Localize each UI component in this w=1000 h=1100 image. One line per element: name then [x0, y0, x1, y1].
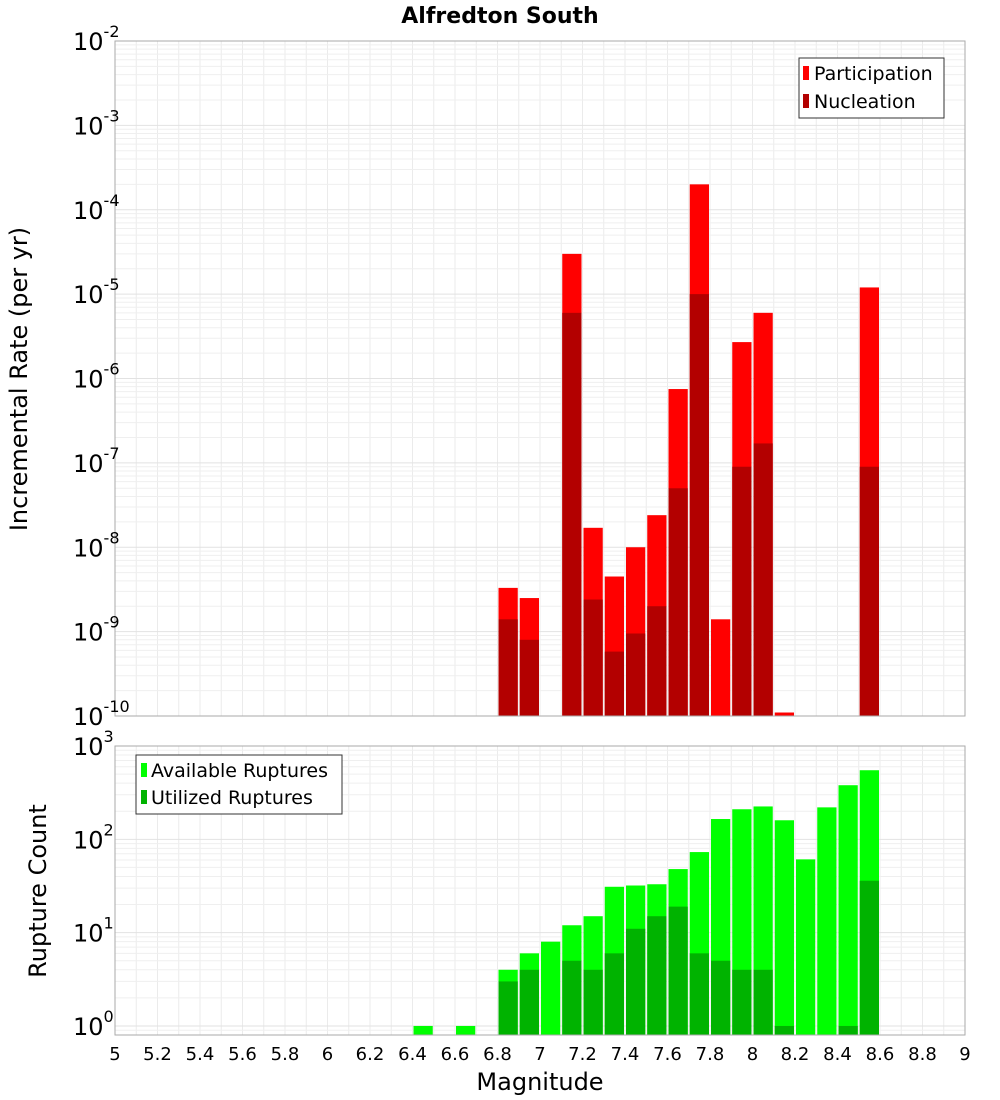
- legend-swatch-participation: [803, 66, 809, 80]
- top-plot-frame: [114, 40, 966, 717]
- bottom-x-ticks: 5 5.2 5.4 5.6 5.8 6 6.2 6.4 6.6 6.8 7 7.2 7.4 7.6 7.8 8…: [109, 1044, 970, 1065]
- count-bar-available-ruptures: [796, 859, 816, 1035]
- x-tick-label: 5: [109, 1044, 120, 1065]
- top-legend: Participation Nucleation: [798, 57, 945, 119]
- top-plot: 10-10 10-9 10-8 10-7 10-6 10-5 10-4 10-3 10-2 In…: [5, 22, 966, 731]
- rate-bar-nucleation: [859, 466, 879, 716]
- legend-swatch-nucleation: [803, 94, 809, 108]
- top-gridlines: [114, 40, 966, 717]
- x-tick-label: 6.8: [483, 1044, 512, 1065]
- x-tick-label: 8: [747, 1044, 758, 1065]
- x-tick-label: 7.4: [611, 1044, 640, 1065]
- count-bar-available-ruptures: [413, 1025, 433, 1035]
- rate-bar-nucleation: [498, 619, 518, 716]
- x-tick-label: 7: [534, 1044, 545, 1065]
- x-tick-label: 7.2: [568, 1044, 597, 1065]
- y-tick-label: 10-4: [73, 191, 120, 225]
- bottom-plot-frame: [114, 745, 966, 1036]
- x-tick-label: 9: [959, 1044, 970, 1065]
- rate-bar-nucleation: [626, 633, 646, 716]
- x-tick-label: 6: [322, 1044, 333, 1065]
- count-bar-utilized-ruptures: [562, 960, 582, 1035]
- count-bar-utilized-ruptures: [604, 953, 624, 1035]
- bottom-plot: 100 101 102 103 5 5.2 5.4 5.6 5.8 6 6.2 6.4 6.6 6.8 7…: [24, 727, 971, 1096]
- x-tick-label: 6.6: [441, 1044, 470, 1065]
- count-bar-utilized-ruptures: [668, 906, 688, 1035]
- rate-bar-nucleation: [562, 312, 582, 716]
- y-tick-label: 10-5: [73, 275, 120, 309]
- top-y-axis-label: Incremental Rate (per yr): [5, 227, 33, 531]
- bottom-y-ticks: 100 101 102 103: [73, 727, 114, 1041]
- x-tick-label: 7.6: [653, 1044, 682, 1065]
- top-bars: [498, 184, 879, 717]
- bottom-y-axis-label: Rupture Count: [24, 804, 52, 978]
- x-tick-label: 5.8: [271, 1044, 300, 1065]
- rate-bar-nucleation: [732, 466, 752, 716]
- count-bar-utilized-ruptures: [583, 969, 603, 1035]
- y-tick-label: 102: [73, 820, 114, 854]
- count-bar-utilized-ruptures: [711, 960, 731, 1035]
- rate-bar-nucleation: [583, 599, 603, 716]
- x-tick-label: 8.8: [908, 1044, 937, 1065]
- count-bar-utilized-ruptures: [753, 969, 773, 1035]
- legend-label-nucleation: Nucleation: [814, 91, 916, 113]
- x-tick-label: 5.4: [186, 1044, 215, 1065]
- top-y-ticks: 10-10 10-9 10-8 10-7 10-6 10-5 10-4 10-3 10-2: [73, 22, 130, 731]
- count-bar-utilized-ruptures: [689, 953, 709, 1035]
- top-legend-box: [798, 57, 945, 119]
- count-bar-utilized-ruptures: [647, 916, 667, 1035]
- count-bar-available-ruptures: [541, 941, 561, 1035]
- y-tick-label: 100: [73, 1007, 114, 1041]
- rate-bar-nucleation: [519, 639, 539, 716]
- legend-swatch-available-ruptures: [141, 763, 147, 777]
- count-bar-utilized-ruptures: [774, 1025, 794, 1035]
- count-bar-utilized-ruptures: [838, 1025, 858, 1035]
- y-tick-label: 10-7: [73, 444, 120, 478]
- rate-bar-nucleation: [753, 443, 773, 716]
- rate-bar-nucleation: [668, 488, 688, 716]
- x-tick-label: 6.2: [356, 1044, 385, 1065]
- y-tick-label: 10-3: [73, 106, 120, 140]
- rate-bar-participation: [774, 712, 794, 716]
- y-tick-label: 103: [73, 727, 114, 761]
- x-axis-label: Magnitude: [476, 1068, 603, 1096]
- y-tick-label: 10-10: [73, 697, 130, 731]
- x-tick-label: 8.4: [823, 1044, 852, 1065]
- y-tick-label: 10-2: [73, 22, 120, 56]
- count-bar-utilized-ruptures: [732, 969, 752, 1035]
- count-bar-available-ruptures: [838, 785, 858, 1035]
- count-bar-utilized-ruptures: [859, 880, 879, 1035]
- count-bar-available-ruptures: [774, 820, 794, 1035]
- legend-label-available-ruptures: Available Ruptures: [151, 760, 328, 782]
- legend-swatch-utilized-ruptures: [141, 790, 147, 804]
- rate-bar-nucleation: [604, 651, 624, 716]
- y-tick-label: 10-6: [73, 360, 120, 394]
- y-tick-label: 101: [73, 914, 114, 948]
- x-tick-label: 5.2: [143, 1044, 172, 1065]
- rate-bar-nucleation: [647, 606, 667, 716]
- y-tick-label: 10-9: [73, 613, 120, 647]
- count-bar-available-ruptures: [456, 1025, 476, 1035]
- legend-label-utilized-ruptures: Utilized Ruptures: [151, 787, 313, 809]
- bottom-legend-box: [135, 754, 343, 815]
- x-tick-label: 8.6: [866, 1044, 895, 1065]
- chart-title: Alfredton South: [401, 4, 598, 29]
- count-bar-utilized-ruptures: [498, 981, 518, 1035]
- bottom-bars: [413, 770, 879, 1035]
- count-bar-utilized-ruptures: [519, 969, 539, 1035]
- bottom-legend: Available Ruptures Utilized Ruptures: [135, 754, 343, 815]
- legend-label-participation: Participation: [814, 63, 933, 85]
- rate-bar-nucleation: [689, 294, 709, 717]
- x-tick-label: 5.6: [228, 1044, 257, 1065]
- x-tick-label: 7.8: [696, 1044, 725, 1065]
- rate-bar-participation: [711, 619, 731, 716]
- count-bar-utilized-ruptures: [626, 928, 646, 1035]
- y-tick-label: 10-8: [73, 528, 120, 562]
- count-bar-available-ruptures: [817, 807, 837, 1035]
- x-tick-label: 6.4: [398, 1044, 427, 1065]
- x-tick-label: 8.2: [781, 1044, 810, 1065]
